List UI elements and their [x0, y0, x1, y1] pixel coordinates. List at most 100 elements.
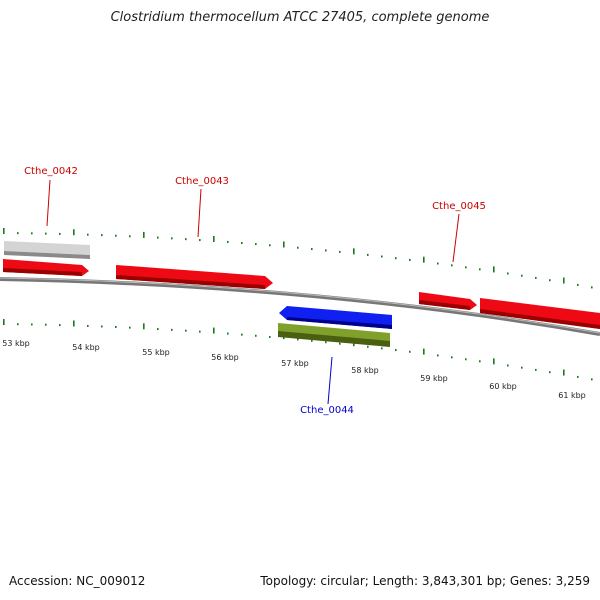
minor-tick	[311, 248, 313, 251]
minor-tick	[45, 232, 47, 235]
scale-label: 60 kbp	[489, 382, 517, 391]
minor-tick	[157, 236, 159, 239]
minor-tick	[549, 279, 551, 282]
scale-labels: 53 kbp 54 kbp 55 kbp 56 kbp 57 kbp 58 kb…	[2, 339, 586, 400]
major-tick	[3, 319, 5, 326]
major-tick	[283, 241, 285, 248]
scale-label: 54 kbp	[72, 343, 100, 352]
minor-tick	[535, 368, 537, 371]
minor-tick	[241, 333, 243, 336]
minor-tick	[297, 246, 299, 249]
minor-tick	[409, 258, 411, 261]
minor-tick	[395, 257, 397, 260]
major-tick	[563, 369, 565, 376]
minor-tick	[325, 249, 327, 252]
map-title: Clostridium thermocellum ATCC 27405, com…	[110, 10, 490, 25]
major-tick	[3, 228, 5, 235]
gene-arrow-cthe-0043[interactable]	[116, 265, 273, 289]
minor-tick	[171, 237, 173, 240]
scale-label: 59 kbp	[420, 374, 448, 383]
minor-tick	[325, 341, 327, 344]
minor-tick	[521, 366, 523, 369]
minor-tick	[59, 324, 61, 327]
gene-arrow-cthe-0042[interactable]	[3, 259, 89, 276]
scale-label: 56 kbp	[211, 353, 239, 362]
minor-tick	[465, 266, 467, 269]
minor-tick	[59, 232, 61, 235]
minor-tick	[129, 326, 131, 329]
minor-tick	[269, 335, 271, 338]
minor-tick	[507, 272, 509, 275]
minor-tick	[87, 233, 89, 236]
minor-tick	[591, 286, 593, 289]
minor-tick	[395, 349, 397, 352]
minor-tick	[367, 345, 369, 348]
minor-tick	[465, 358, 467, 361]
gene-arrow-cthe-0045-a[interactable]	[419, 292, 477, 310]
minor-tick	[507, 364, 509, 367]
major-tick	[423, 348, 425, 355]
minor-tick	[549, 371, 551, 374]
minor-tick	[227, 332, 229, 335]
minor-tick	[437, 354, 439, 357]
rna-feature-green[interactable]	[278, 323, 390, 347]
major-tick	[213, 327, 215, 334]
scale-label: 57 kbp	[281, 359, 309, 368]
minor-tick	[451, 356, 453, 359]
major-tick	[493, 358, 495, 365]
major-tick	[353, 248, 355, 255]
inner-tick-track	[3, 319, 593, 381]
minor-tick	[241, 241, 243, 244]
minor-tick	[437, 262, 439, 265]
leader-line-cthe-0042	[46, 179, 51, 227]
leader-line-cthe-0045	[452, 213, 460, 263]
minor-tick	[521, 274, 523, 277]
minor-tick	[339, 342, 341, 345]
leader-line-cthe-0044	[327, 356, 333, 405]
minor-tick	[199, 239, 201, 242]
scale-label: 55 kbp	[142, 348, 170, 357]
gene-label-cthe-0043[interactable]: Cthe_0043	[175, 176, 229, 187]
minor-tick	[577, 283, 579, 286]
scale-label: 61 kbp	[558, 391, 586, 400]
minor-tick	[157, 328, 159, 331]
minor-tick	[31, 323, 33, 326]
minor-tick	[339, 250, 341, 253]
gene-label-cthe-0042[interactable]: Cthe_0042	[24, 166, 78, 177]
minor-tick	[479, 360, 481, 363]
minor-tick	[479, 268, 481, 271]
minor-tick	[255, 334, 257, 337]
rna-feature-gray[interactable]	[4, 241, 90, 259]
gene-arrow-cthe-0045-b[interactable]	[480, 298, 600, 329]
minor-tick	[381, 255, 383, 258]
minor-tick	[381, 347, 383, 350]
minor-tick	[451, 264, 453, 267]
outer-tick-track	[3, 228, 593, 289]
minor-tick	[45, 323, 47, 326]
minor-tick	[535, 276, 537, 279]
genome-backbone	[0, 277, 600, 336]
minor-tick	[171, 328, 173, 331]
scale-label: 53 kbp	[2, 339, 30, 348]
leader-line-cthe-0043	[197, 188, 202, 238]
minor-tick	[269, 244, 271, 247]
minor-tick	[297, 338, 299, 341]
gene-label-cthe-0045[interactable]: Cthe_0045	[432, 201, 486, 212]
minor-tick	[17, 232, 19, 235]
minor-tick	[227, 240, 229, 243]
major-tick	[143, 231, 145, 238]
major-tick	[73, 229, 75, 236]
gene-label-cthe-0044[interactable]: Cthe_0044	[300, 405, 354, 416]
minor-tick	[17, 323, 19, 326]
gene-arrow-cthe-0044[interactable]	[279, 306, 392, 329]
minor-tick	[199, 330, 201, 333]
minor-tick	[185, 238, 187, 241]
label-leaders	[46, 179, 460, 405]
genome-stats-text: Topology: circular; Length: 3,843,301 bp…	[260, 574, 590, 588]
minor-tick	[115, 234, 117, 237]
minor-tick	[409, 350, 411, 353]
major-tick	[143, 323, 145, 330]
minor-tick	[185, 329, 187, 332]
minor-tick	[367, 253, 369, 256]
